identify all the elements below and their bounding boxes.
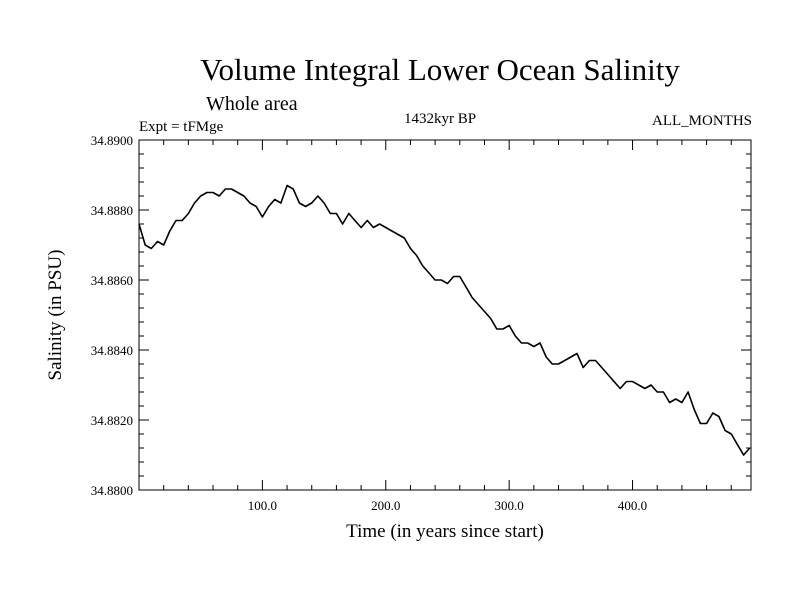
series-group [138, 184, 751, 456]
period-label: 1432kyr BP [404, 111, 476, 127]
axis-ticks [139, 139, 751, 491]
y-tick-label: 34.8900 [91, 133, 133, 148]
y-tick-label: 34.8820 [91, 413, 133, 428]
x-axis-label: Time (in years since start) [346, 521, 544, 542]
x-tick-label: 200.0 [371, 498, 400, 513]
chart-title: Volume Integral Lower Ocean Salinity [200, 52, 680, 87]
x-tick-label: 300.0 [495, 498, 524, 513]
x-tick-label: 400.0 [618, 498, 647, 513]
plot-frame [138, 139, 752, 491]
y-tick-label: 34.8840 [91, 343, 133, 358]
tick-labels: 100.0 200.0 300.0 400.0 34.8800 34.8820 34.884… [91, 133, 647, 513]
experiment-label: Expt = tFMge [139, 119, 224, 135]
y-tick-label: 34.8860 [91, 273, 133, 288]
y-axis-label: Salinity (in PSU) [45, 250, 66, 381]
chart-subtitle: Whole area [206, 93, 298, 115]
months-label: ALL_MONTHS [652, 113, 752, 129]
y-tick-label: 34.8880 [91, 203, 133, 218]
series-line-salinity [138, 184, 751, 456]
x-tick-label: 100.0 [248, 498, 277, 513]
y-tick-label: 34.8800 [91, 483, 133, 498]
